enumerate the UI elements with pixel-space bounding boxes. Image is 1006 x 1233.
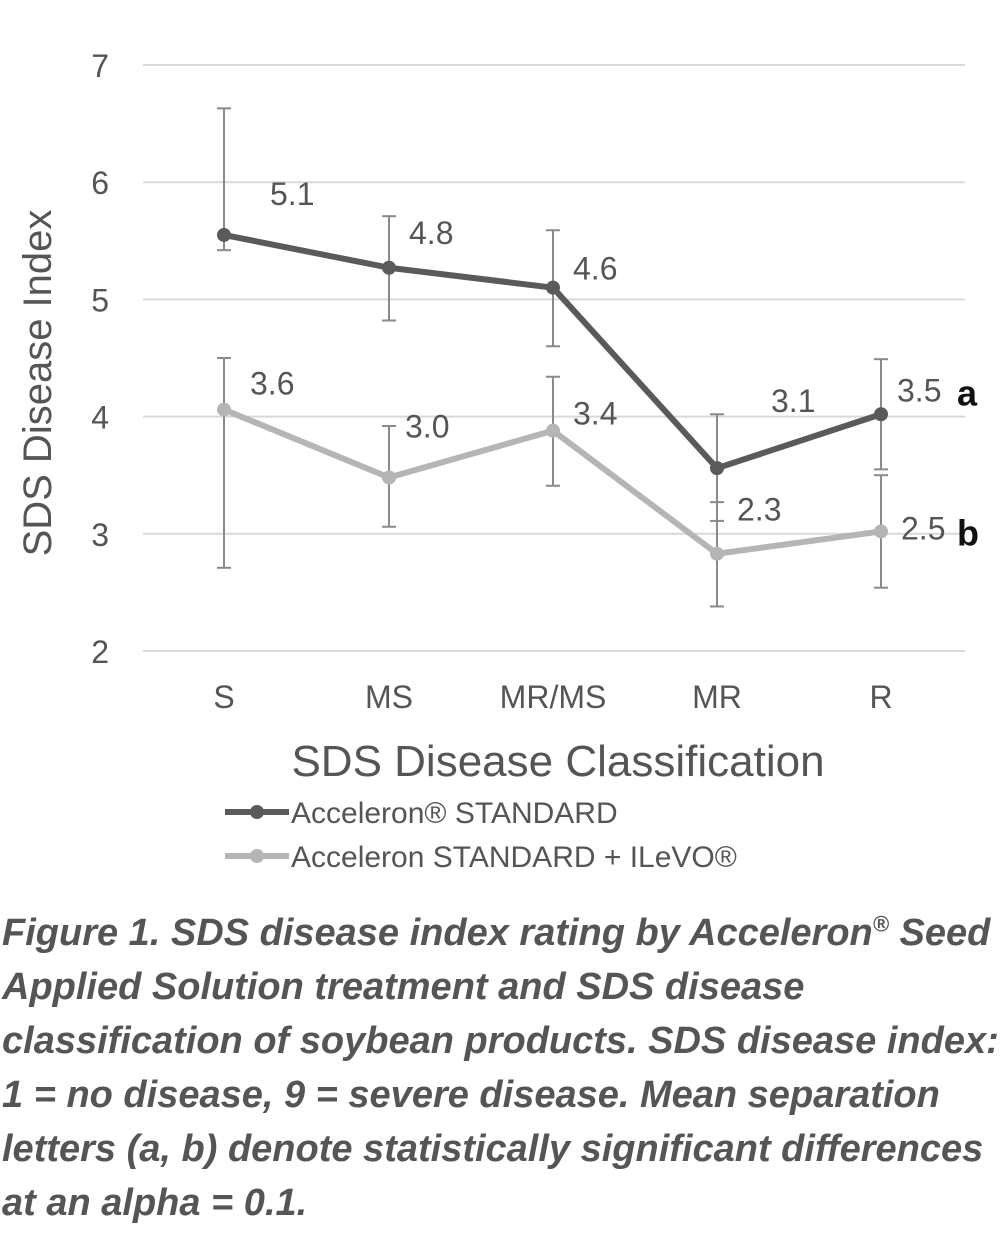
y-tick-label: 6 [91, 165, 109, 201]
data-point [874, 524, 888, 539]
data-point [217, 402, 231, 417]
data-point [217, 227, 231, 242]
x-tick-label: MS [365, 679, 413, 715]
data-point [546, 423, 560, 438]
x-tick-label: MR/MS [500, 679, 607, 715]
data-points [217, 227, 888, 561]
y-axis-ticks: 7 6 5 4 3 2 [91, 48, 109, 670]
x-tick-label: S [213, 679, 234, 715]
data-label: 3.5 [897, 372, 941, 408]
caption-text-continued: Seed Applied Solution treatment and SDS … [2, 912, 999, 1224]
chart: 7 6 5 4 3 2 S MS MR/MS MR R 5.1 4.8 4.6 3.1 3.5 3.6 3.0… [16, 48, 979, 874]
x-axis-ticks: S MS MR/MS MR R [213, 679, 892, 715]
y-tick-label: 2 [91, 634, 109, 670]
legend-entry: Acceleron STANDARD + ILeVO® [291, 841, 737, 874]
caption-text: Figure 1. SDS disease index rating by Ac… [2, 912, 873, 954]
data-point [874, 407, 888, 422]
significance-letter: a [957, 372, 978, 413]
data-point [546, 280, 560, 295]
significance-letter: b [957, 512, 979, 553]
y-tick-label: 7 [91, 48, 109, 84]
data-labels: 5.1 4.8 4.6 3.1 3.5 3.6 3.0 3.4 2.3 2.5 [250, 176, 945, 547]
significance-letters: ab [957, 372, 979, 553]
data-label: 3.4 [573, 396, 617, 432]
figure-caption: Figure 1. SDS disease index rating by Ac… [2, 906, 1002, 1230]
y-tick-label: 3 [91, 517, 109, 553]
data-point [382, 470, 396, 485]
data-label: 3.6 [250, 366, 294, 402]
legend-marker [250, 805, 264, 819]
data-point [382, 260, 396, 275]
data-label: 5.1 [270, 176, 314, 212]
data-label: 3.1 [771, 383, 815, 419]
y-tick-label: 4 [91, 400, 109, 436]
data-label: 4.8 [409, 215, 453, 251]
x-tick-label: MR [692, 679, 742, 715]
legend: Acceleron® STANDARD Acceleron STANDARD + … [225, 797, 737, 874]
x-tick-label: R [869, 679, 892, 715]
legend-entry: Acceleron® STANDARD [291, 797, 618, 830]
data-label: 2.3 [737, 492, 781, 528]
y-tick-label: 5 [91, 282, 109, 318]
data-point [710, 546, 724, 561]
data-label: 3.0 [405, 409, 449, 445]
data-point [710, 461, 724, 476]
caption-superscript: ® [872, 911, 889, 937]
y-axis-label: SDS Disease Index [16, 210, 60, 557]
grid-lines [143, 64, 965, 652]
legend-marker [250, 849, 264, 863]
x-axis-label: SDS Disease Classification [291, 737, 824, 786]
data-label: 2.5 [901, 510, 945, 546]
data-label: 4.6 [573, 251, 617, 287]
